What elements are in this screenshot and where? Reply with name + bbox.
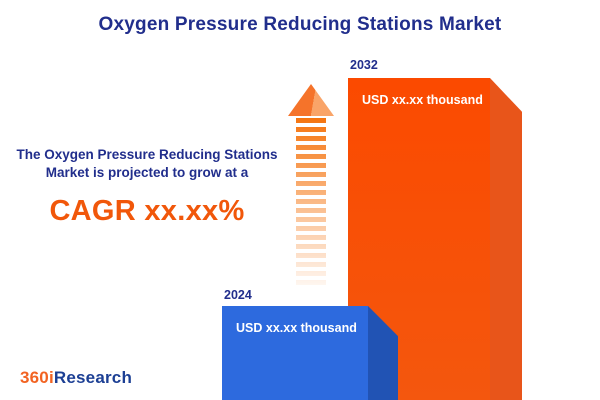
page-title: Oxygen Pressure Reducing Stations Market: [98, 14, 502, 35]
bar-2032-value: USD xx.xx thousand: [362, 93, 483, 107]
bar-2024-label: 2024: [224, 288, 252, 302]
growth-arrow-icon: [288, 84, 334, 116]
growth-description-text: The Oxygen Pressure Reducing Stations Ma…: [16, 147, 278, 181]
cagr-value: CAGR xx.xx%: [49, 195, 245, 228]
logo-360i: 360i: [20, 368, 54, 387]
growth-arrow-stripes-icon: [296, 118, 326, 286]
bar-2032-side-face: [490, 78, 522, 400]
bar-2024-value: USD xx.xx thousand: [236, 321, 357, 335]
growth-description: The Oxygen Pressure Reducing Stations Ma…: [6, 146, 288, 232]
logo-research: Research: [53, 368, 133, 387]
bar-2032-label: 2032: [350, 58, 378, 72]
logo: 360iResearch: [20, 368, 132, 388]
bar-2024: USD xx.xx thousand: [222, 306, 368, 400]
